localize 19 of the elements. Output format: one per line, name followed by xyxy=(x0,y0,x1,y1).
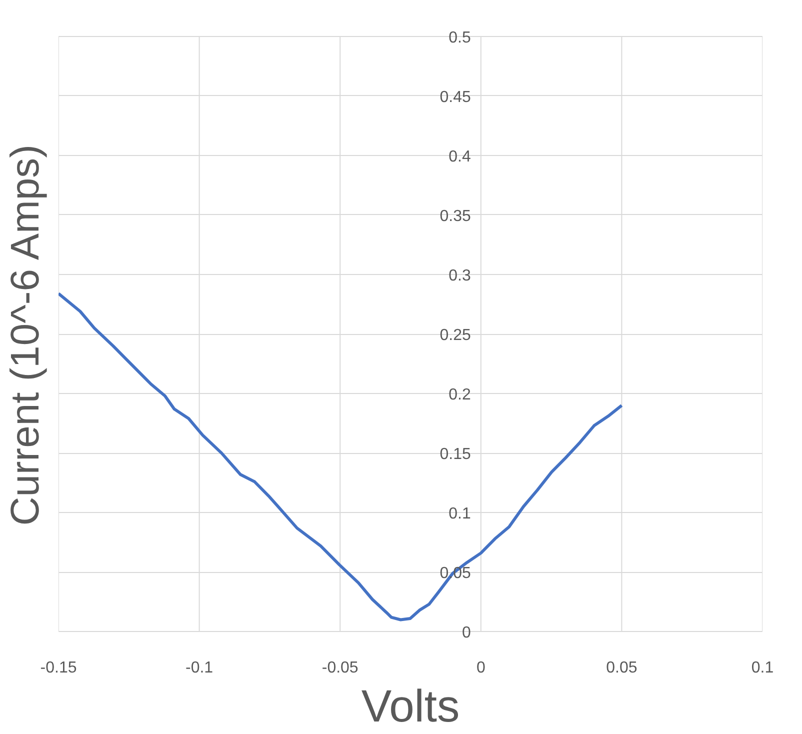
y-tick-label: 0 xyxy=(462,624,471,642)
x-axis-title: Volts xyxy=(361,680,460,732)
y-tick-label: 0.35 xyxy=(440,208,471,225)
x-tick-label: -0.15 xyxy=(40,660,77,676)
y-tick-label: 0.15 xyxy=(440,446,471,464)
y-tick-label: 0.2 xyxy=(448,386,471,404)
line-series xyxy=(58,292,624,622)
x-tick-label: 0 xyxy=(476,660,486,676)
y-tick-label: 0.5 xyxy=(448,29,471,46)
y-tick-label: 0.45 xyxy=(440,88,471,106)
y-tick-label: 0.25 xyxy=(440,327,471,344)
y-tick-label: 0.1 xyxy=(448,506,471,523)
x-tick-label: 0.1 xyxy=(751,660,774,676)
y-tick-label: 0.3 xyxy=(448,267,471,284)
y-axis-title: Current (10^-6 Amps) xyxy=(4,144,48,526)
x-tick-label: -0.05 xyxy=(322,660,358,676)
x-tick-label: -0.1 xyxy=(186,660,214,676)
x-tick-label: 0.05 xyxy=(606,660,638,676)
y-tick-label: 0.4 xyxy=(448,148,471,166)
